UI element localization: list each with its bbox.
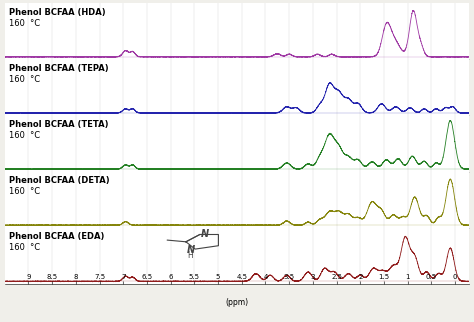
Text: Phenol BCFAA (EDA): Phenol BCFAA (EDA) <box>9 232 105 241</box>
Text: N: N <box>201 230 209 240</box>
Text: 160  °C: 160 °C <box>9 243 40 252</box>
Text: 160  °C: 160 °C <box>9 75 40 84</box>
Text: N: N <box>186 245 195 255</box>
Text: Phenol BCFAA (TEPA): Phenol BCFAA (TEPA) <box>9 64 109 73</box>
Text: H: H <box>188 251 193 260</box>
Text: Phenol BCFAA (DETA): Phenol BCFAA (DETA) <box>9 176 110 185</box>
X-axis label: (ppm): (ppm) <box>226 298 248 307</box>
Text: Phenol BCFAA (HDA): Phenol BCFAA (HDA) <box>9 8 106 17</box>
Text: Phenol BCFAA (TETA): Phenol BCFAA (TETA) <box>9 120 109 129</box>
Text: 160  °C: 160 °C <box>9 187 40 196</box>
Text: 160  °C: 160 °C <box>9 19 40 28</box>
Text: 160  °C: 160 °C <box>9 131 40 140</box>
